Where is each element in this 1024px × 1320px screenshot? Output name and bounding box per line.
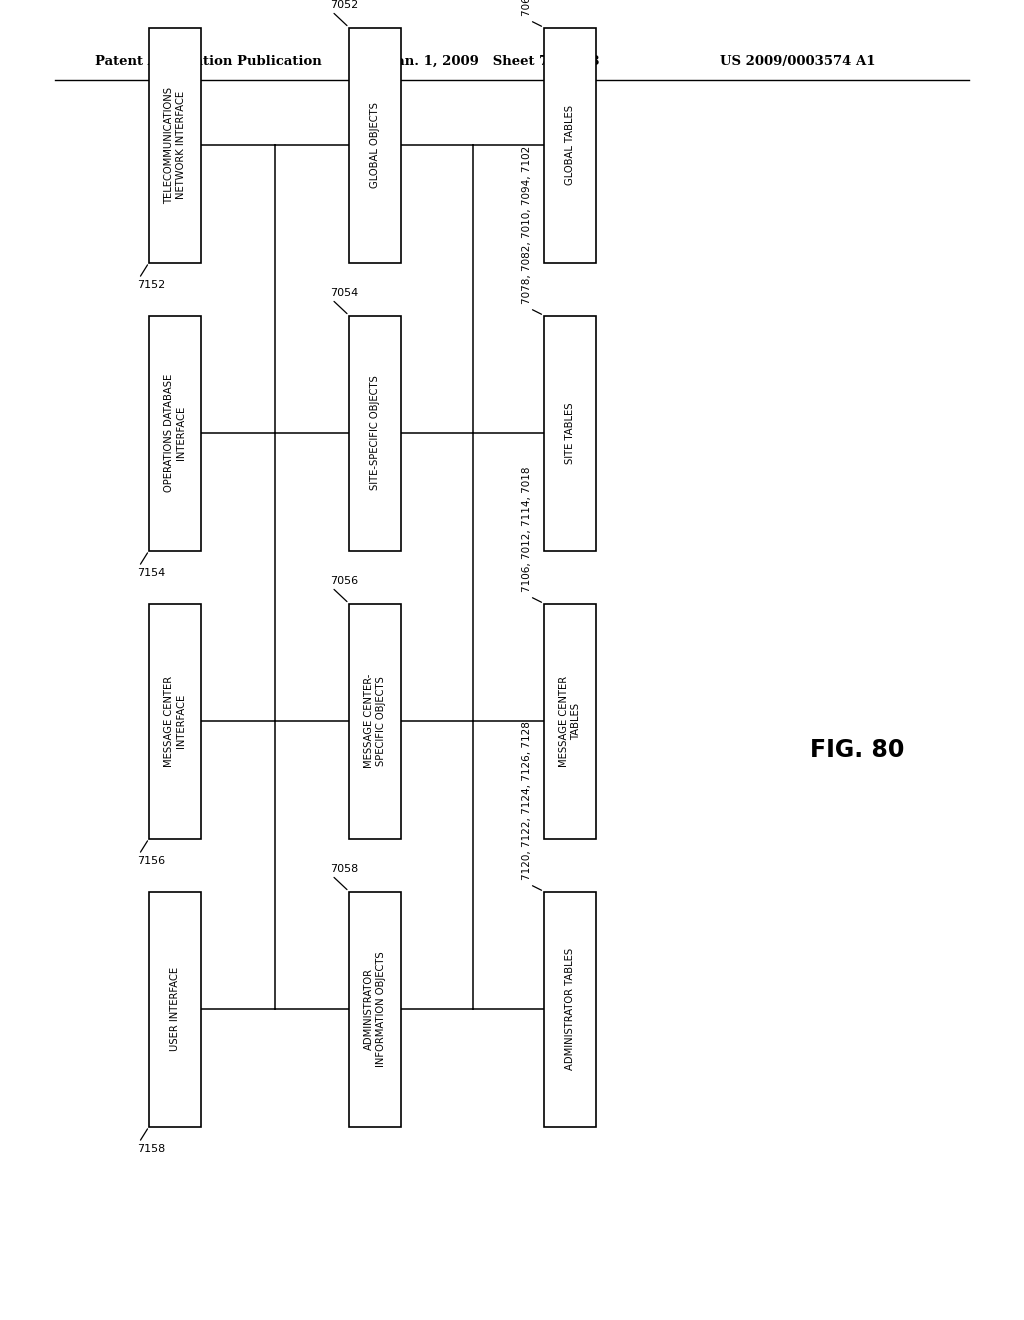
Text: 7152: 7152: [137, 281, 165, 290]
Bar: [349, 603, 401, 838]
Text: 7106, 7012, 7114, 7018: 7106, 7012, 7114, 7018: [522, 466, 532, 591]
Text: 7158: 7158: [137, 1144, 165, 1155]
Bar: [150, 603, 201, 838]
Text: US 2009/0003574 A1: US 2009/0003574 A1: [720, 55, 876, 69]
Text: SITE-SPECIFIC OBJECTS: SITE-SPECIFIC OBJECTS: [370, 376, 380, 490]
Text: 7154: 7154: [137, 569, 165, 578]
Bar: [150, 315, 201, 550]
Text: MESSAGE CENTER
TABLES: MESSAGE CENTER TABLES: [559, 676, 581, 767]
Text: USER INTERFACE: USER INTERFACE: [170, 968, 180, 1051]
Text: TELECOMMUNICATIONS
NETWORK INTERFACE: TELECOMMUNICATIONS NETWORK INTERFACE: [164, 87, 186, 203]
Text: OPERATIONS DATABASE
INTERFACE: OPERATIONS DATABASE INTERFACE: [164, 374, 186, 492]
Bar: [150, 28, 201, 263]
Text: MESSAGE CENTER
INTERFACE: MESSAGE CENTER INTERFACE: [164, 676, 186, 767]
Text: 7058: 7058: [330, 863, 358, 874]
Bar: [544, 603, 596, 838]
Text: ADMINISTRATOR
INFORMATION OBJECTS: ADMINISTRATOR INFORMATION OBJECTS: [364, 952, 386, 1067]
Text: 7052: 7052: [330, 0, 358, 9]
Bar: [150, 891, 201, 1126]
Bar: [544, 28, 596, 263]
Text: ADMINISTRATOR TABLES: ADMINISTRATOR TABLES: [565, 948, 575, 1071]
Bar: [544, 315, 596, 550]
Text: GLOBAL OBJECTS: GLOBAL OBJECTS: [370, 102, 380, 187]
Text: GLOBAL TABLES: GLOBAL TABLES: [565, 106, 575, 185]
Text: Jan. 1, 2009   Sheet 72 of 78: Jan. 1, 2009 Sheet 72 of 78: [390, 55, 599, 69]
Bar: [544, 891, 596, 1126]
Text: 7120, 7122, 7124, 7126, 7128: 7120, 7122, 7124, 7126, 7128: [522, 721, 532, 879]
Text: SITE TABLES: SITE TABLES: [565, 403, 575, 463]
Text: 7054: 7054: [330, 288, 358, 297]
Text: MESSAGE CENTER-
SPECIFIC OBJECTS: MESSAGE CENTER- SPECIFIC OBJECTS: [364, 673, 386, 768]
Bar: [349, 315, 401, 550]
Text: 7156: 7156: [137, 857, 165, 866]
Text: 7078, 7082, 7010, 7094, 7102: 7078, 7082, 7010, 7094, 7102: [522, 145, 532, 304]
Text: 7062, 7066, 7070, 7014: 7062, 7066, 7070, 7014: [522, 0, 532, 16]
Text: Patent Application Publication: Patent Application Publication: [95, 55, 322, 69]
Bar: [349, 28, 401, 263]
Bar: [349, 891, 401, 1126]
Text: FIG. 80: FIG. 80: [810, 738, 904, 762]
Text: 7056: 7056: [330, 576, 358, 586]
